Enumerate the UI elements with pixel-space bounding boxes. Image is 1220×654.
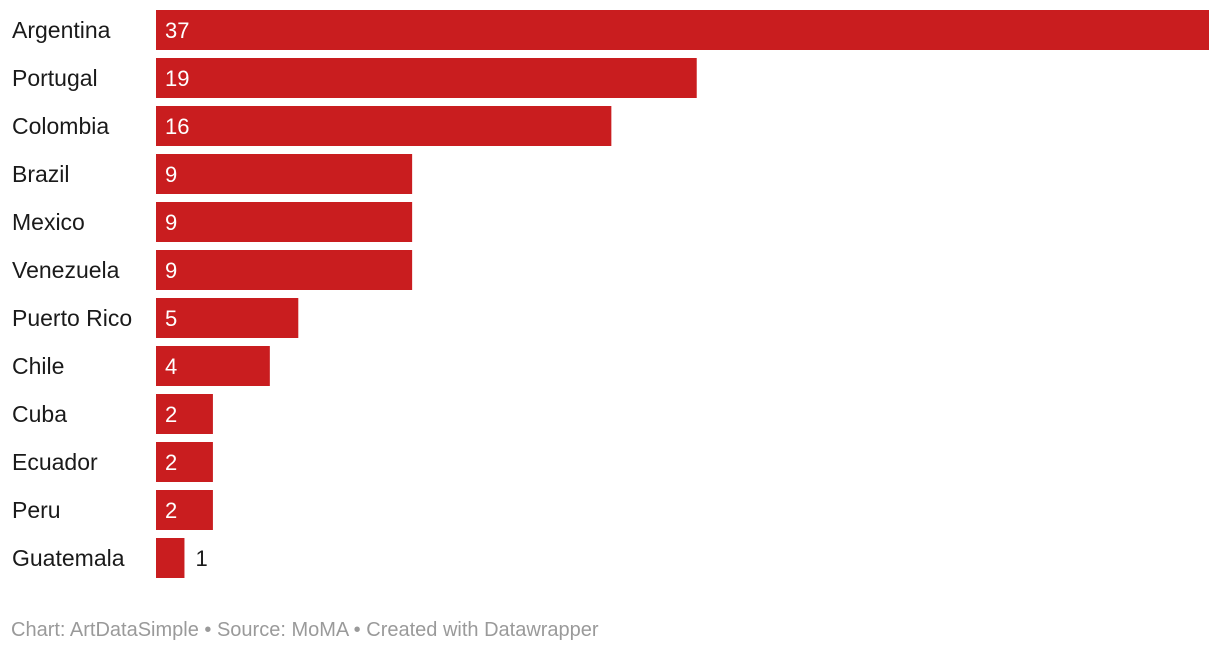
category-label-portugal: Portugal xyxy=(12,65,98,91)
bar-ecuador xyxy=(156,442,213,482)
bar-venezuela xyxy=(156,250,413,290)
bar-colombia xyxy=(156,106,612,146)
bar-puerto-rico xyxy=(156,298,299,338)
bar-portugal xyxy=(156,58,697,98)
bars xyxy=(156,10,1209,578)
bar-mexico xyxy=(156,202,413,242)
bar-brazil xyxy=(156,154,413,194)
value-label-portugal: 19 xyxy=(165,66,189,91)
category-label-guatemala: Guatemala xyxy=(12,545,125,571)
category-label-brazil: Brazil xyxy=(12,161,70,187)
category-label-puerto-rico: Puerto Rico xyxy=(12,305,132,331)
bar-chile xyxy=(156,346,270,386)
value-label-venezuela: 9 xyxy=(165,258,177,283)
category-labels: Argentina Portugal Colombia Brazil Mexico Ven… xyxy=(12,17,132,571)
category-label-cuba: Cuba xyxy=(12,401,67,427)
bar-guatemala xyxy=(156,538,185,578)
category-label-chile: Chile xyxy=(12,353,64,379)
chart-footer: Chart: ArtDataSimple • Source: MoMA • Cr… xyxy=(11,619,599,641)
category-label-peru: Peru xyxy=(12,497,61,523)
category-label-argentina: Argentina xyxy=(12,17,111,43)
bar-argentina xyxy=(156,10,1209,50)
value-label-ecuador: 2 xyxy=(165,450,177,475)
value-label-puerto-rico: 5 xyxy=(165,306,177,331)
category-label-mexico: Mexico xyxy=(12,209,85,235)
value-label-brazil: 9 xyxy=(165,162,177,187)
value-label-argentina: 37 xyxy=(165,18,189,43)
value-label-peru: 2 xyxy=(165,498,177,523)
value-label-chile: 4 xyxy=(165,354,177,379)
bar-peru xyxy=(156,490,213,530)
bar-cuba xyxy=(156,394,213,434)
bar-chart: Argentina Portugal Colombia Brazil Mexico Ven… xyxy=(12,10,1209,578)
category-label-ecuador: Ecuador xyxy=(12,449,98,475)
value-label-guatemala: 1 xyxy=(195,546,207,571)
value-label-colombia: 16 xyxy=(165,114,189,139)
value-label-mexico: 9 xyxy=(165,210,177,235)
category-label-colombia: Colombia xyxy=(12,113,109,139)
category-label-venezuela: Venezuela xyxy=(12,257,120,283)
value-label-cuba: 2 xyxy=(165,402,177,427)
